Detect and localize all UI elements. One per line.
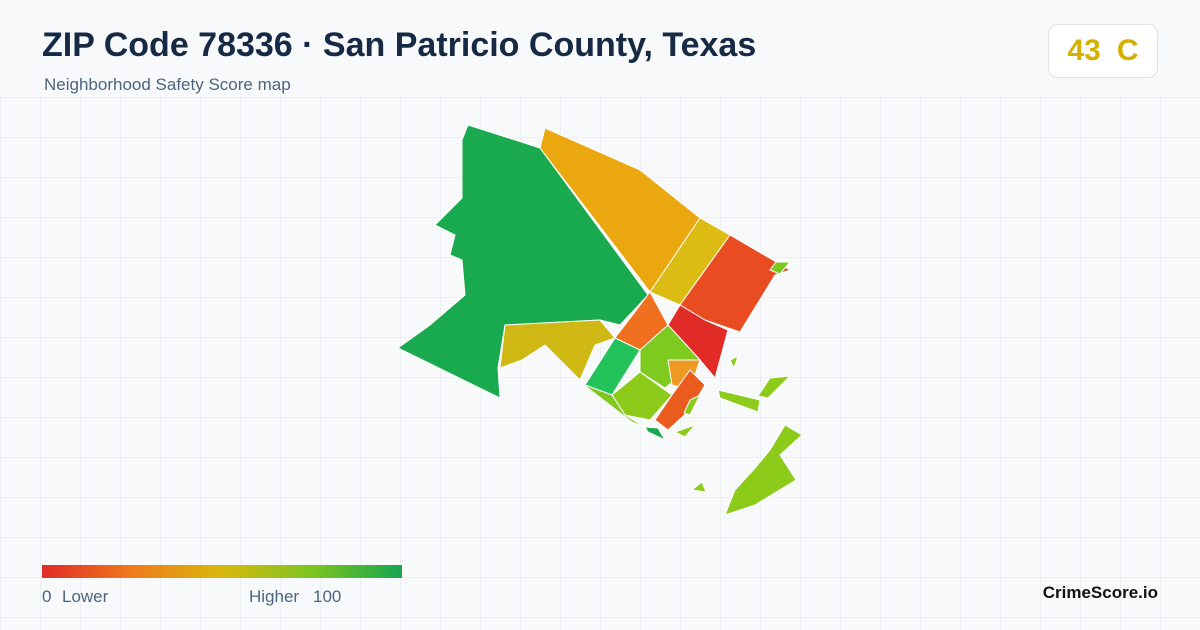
- title: ZIP Code 78336 · San Patricio County, Te…: [42, 26, 757, 64]
- legend-bar: [42, 565, 402, 578]
- subtitle: Neighborhood Safety Score map: [44, 75, 291, 94]
- legend-max-label: Higher: [249, 587, 300, 606]
- legend-max: 100: [313, 587, 342, 606]
- grade: C: [1116, 34, 1139, 67]
- regions: [397, 124, 803, 516]
- brand: CrimeScore.io: [1042, 583, 1158, 602]
- score: 43: [1067, 34, 1101, 67]
- legend-min: 0: [42, 587, 52, 606]
- legend-min-label: Lower: [62, 587, 109, 606]
- score-box: 43 C: [1048, 24, 1158, 78]
